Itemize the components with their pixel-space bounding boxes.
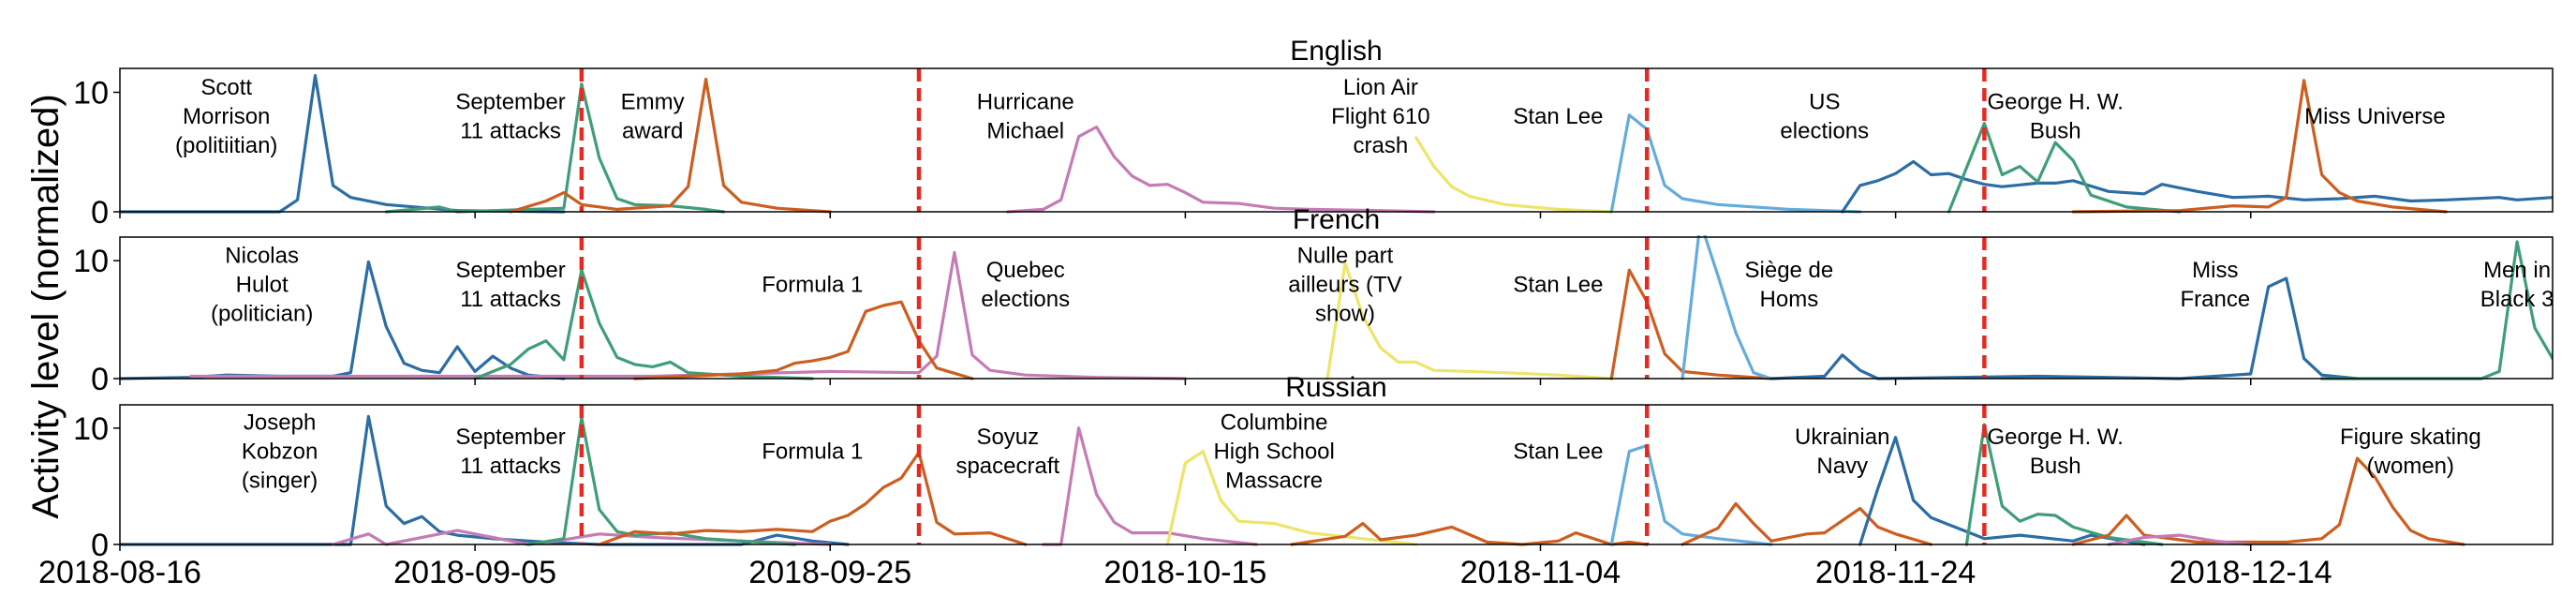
- panel-russian: 0 10 2018-08-16 2018-09-05 2018-09-25 2018-10…: [38, 372, 2554, 590]
- series-line-pink: [2107, 533, 2253, 546]
- panel-french: 0 10 French Nicolas Hulot (politician) Septemb…: [73, 204, 2554, 397]
- series-line-orange: [598, 451, 1028, 546]
- series-line-pink: [1006, 125, 1436, 214]
- plot-frame: [119, 236, 2554, 380]
- annotation-label: Nulle part ailleurs (TV show): [1288, 243, 1401, 326]
- series-line-yellow: [1165, 450, 1418, 546]
- annotation-label: Men in Black 3: [2480, 258, 2554, 312]
- series-line-blue: [1841, 159, 2553, 214]
- annotation-label: US elections: [1780, 90, 1869, 144]
- x-tick-label: 2018-09-25: [748, 555, 911, 590]
- annotation-label: September 11 attacks: [455, 90, 565, 144]
- series-group: [120, 73, 2553, 214]
- x-tick-label: 2018-12-14: [2169, 555, 2332, 590]
- annotation-label: Joseph Kobzon (singer): [242, 410, 318, 494]
- panel-english: 0 10 English Scott Morrison (politiitian) Sept…: [73, 36, 2554, 231]
- series-line-orange: [1609, 268, 1773, 380]
- series-line-orange: [1680, 501, 1933, 546]
- annotation-label: Formula 1: [762, 272, 863, 297]
- x-tick-label: 2018-09-05: [393, 555, 556, 590]
- series-line-blue: [1858, 436, 2146, 546]
- annotation-label: George H. W. Bush: [1988, 425, 2124, 479]
- y-tick-label: 0: [91, 195, 109, 231]
- annotation-label: Columbine High School Massacre: [1213, 410, 1334, 494]
- annotation-label: George H. W. Bush: [1988, 90, 2124, 144]
- series-line-lightblue: [1680, 235, 1773, 380]
- x-tick-label: 2018-10-15: [1103, 555, 1266, 590]
- annotation-label: Lion Air Flight 610 crash: [1331, 75, 1429, 158]
- series-line-orange: [2071, 456, 2465, 546]
- x-tick-label: 2018-11-04: [1460, 555, 1621, 590]
- annotation-label: Stan Lee: [1513, 104, 1603, 129]
- y-tick-label: 0: [91, 362, 109, 397]
- y-tick-label: 10: [73, 76, 109, 112]
- plot-frame: [119, 404, 2554, 545]
- series-line-orange: [2071, 79, 2448, 214]
- y-tick-label: 10: [73, 244, 109, 279]
- series-line-blue: [120, 414, 850, 546]
- annotation-label: Soyuz spacecraft: [955, 425, 1059, 479]
- series-line-pink: [1042, 426, 1258, 546]
- series-group: [120, 235, 2553, 380]
- series-line-green: [384, 82, 726, 214]
- annotation-label: Nicolas Hulot (politician): [211, 243, 313, 326]
- series-line-green: [1964, 423, 2164, 546]
- annotation-label: September 11 attacks: [455, 258, 565, 312]
- annotation-label: Formula 1: [762, 440, 863, 465]
- annotation-label: September 11 attacks: [455, 425, 565, 479]
- annotation-label: Stan Lee: [1513, 272, 1603, 297]
- series-line-pink: [189, 250, 1188, 380]
- series-line-orange: [509, 77, 832, 214]
- series-line-orange: [633, 300, 974, 380]
- annotation-label: Siège de Homs: [1745, 258, 1834, 312]
- panel-title-english: English: [1290, 36, 1382, 67]
- y-tick-label: 10: [73, 411, 109, 447]
- series-line-lightblue: [1609, 443, 1773, 546]
- y-axis-label: Activity level (normalized): [25, 94, 67, 518]
- y-tick-label: 0: [91, 528, 109, 563]
- series-line-blue: [1769, 276, 2360, 380]
- annotation-label: Quebec elections: [981, 258, 1070, 312]
- x-tick-label: 2018-08-16: [38, 555, 201, 590]
- series-line-green: [1947, 122, 2182, 214]
- series-line-lightblue: [1609, 113, 1862, 214]
- annotation-label: Figure skating (women): [2340, 425, 2481, 479]
- series-line-orange: [1290, 521, 1649, 546]
- series-line-green: [473, 268, 814, 380]
- series-line-yellow: [1325, 261, 1613, 380]
- plot-frame: [119, 67, 2554, 213]
- panel-title-french: French: [1293, 204, 1380, 235]
- annotation-label: Emmy award: [621, 90, 685, 144]
- panel-title-russian: Russian: [1285, 372, 1386, 403]
- series-line-yellow: [1414, 136, 1613, 214]
- annotation-label: Stan Lee: [1513, 440, 1603, 465]
- x-tick-label: 2018-11-24: [1815, 555, 1976, 590]
- series-line-green: [526, 416, 796, 546]
- annotation-label: Scott Morrison (politiitian): [175, 75, 277, 158]
- annotation-label: Hurricane Michael: [977, 90, 1074, 144]
- annotation-label: Miss Universe: [2304, 104, 2446, 129]
- annotation-label: Ukrainian Navy: [1795, 425, 1889, 479]
- annotation-label: Miss France: [2180, 258, 2250, 312]
